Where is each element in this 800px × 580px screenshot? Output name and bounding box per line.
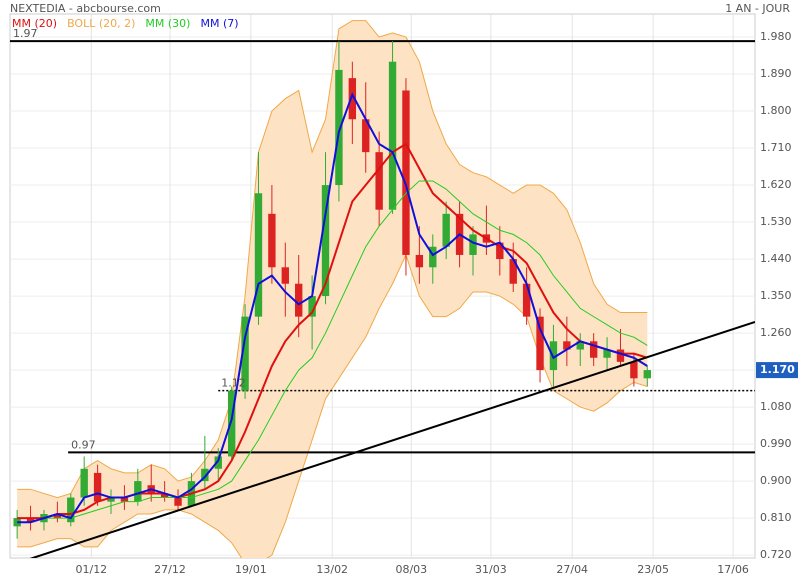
y-tick-label: 0.720 [760,548,792,561]
legend-entry: MM (20) [12,17,57,30]
y-tick-label: 0.810 [760,511,792,524]
x-tick-label: 13/02 [316,563,348,576]
candle-body [120,497,129,502]
candle-body [281,267,289,284]
legend-entry: MM (30) [145,17,190,30]
legend-entry: BOLL (20, 2) [67,17,135,30]
plot-area [10,14,755,558]
y-tick-label: 1.710 [760,141,792,154]
trendline [29,321,755,558]
y-tick-label: 0.900 [760,474,792,487]
candle-body [134,481,142,502]
candle-body [67,497,75,523]
y-tick-label: 1.530 [760,215,792,228]
candle-body [227,390,236,457]
candle-body [254,193,263,317]
candle-body [160,493,169,498]
candle-body [308,296,316,317]
candle-body [268,213,276,268]
last-price-label: 1.170 [760,363,795,376]
candle-body [321,185,330,297]
y-tick-label: 1.350 [760,289,792,302]
x-tick-label: 19/01 [235,563,267,576]
y-tick-label: 1.800 [760,104,792,117]
candle-body [496,242,504,260]
x-tick-label: 01/12 [75,563,107,576]
x-tick-label: 27/04 [556,563,588,576]
y-tick-label: 1.440 [760,252,792,265]
period: 1 AN - JOUR [725,2,790,15]
x-tick-label: 23/05 [637,563,669,576]
y-tick-label: 1.080 [760,400,792,413]
moving-average-line [17,92,648,524]
bollinger-line [17,20,648,499]
legend-entry: MM (7) [200,17,238,30]
last-price-box [756,362,798,379]
candle-body [375,152,383,210]
plot-frame [9,13,756,559]
level-label: 1.12 [221,377,246,390]
candle-body [174,497,182,506]
x-tick-label: 17/06 [717,563,749,576]
candle-body [469,234,477,255]
candle-body [429,246,437,268]
candle-body [335,69,343,186]
candle-body [589,341,598,358]
candle-body [362,119,370,153]
candle-body [442,213,450,247]
candle-body [630,361,638,379]
candle-body [522,283,531,317]
candle-body [214,456,222,469]
candle-body [509,259,517,284]
candle-body [241,316,249,391]
y-tick-label: 0.990 [760,437,792,450]
candle-body [563,341,571,350]
candle-body [80,468,88,498]
level-label: 0.97 [71,438,96,451]
x-tick-label: 08/03 [395,563,427,576]
moving-average-line [17,180,648,523]
bollinger-fill [17,20,648,558]
y-tick-label: 1.260 [760,326,792,339]
candle-body [388,61,397,210]
candle-body [616,349,625,362]
candle-body [295,283,303,317]
candle-body [93,472,102,502]
candle-body [643,370,651,379]
candle-body [576,341,584,350]
level-label: 1.97 [13,27,38,40]
candle-body [536,316,544,371]
candle-body [415,254,424,268]
candle-body [402,90,410,255]
candle-body [348,78,357,120]
y-tick-label: 1.980 [760,30,792,43]
x-tick-label: 27/12 [154,563,186,576]
candle-body [107,497,115,502]
candle-body [53,514,62,519]
x-tick-label: 31/03 [475,563,507,576]
y-tick-label: 1.890 [760,67,792,80]
y-tick-label: 1.620 [760,178,792,191]
candle-body [26,518,35,523]
candle-body [603,349,611,358]
candle-body [201,468,209,482]
chart-title: NEXTEDIA - abcbourse.com [10,2,161,15]
